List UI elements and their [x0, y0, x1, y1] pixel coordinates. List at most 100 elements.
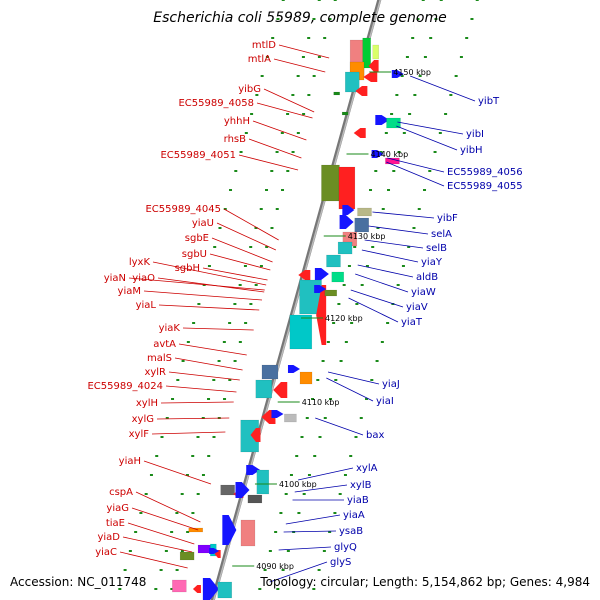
- gene-label-xylb[interactable]: xylB: [350, 480, 372, 491]
- gene-label-yibt[interactable]: yibT: [478, 96, 500, 107]
- track-dot: [217, 360, 221, 362]
- track-dot: [207, 455, 211, 457]
- track-dot: [233, 360, 237, 362]
- gene-label-ec55989_4051[interactable]: EC55989_4051: [160, 150, 236, 161]
- gene-label-yiac[interactable]: yiaC: [95, 547, 117, 558]
- gene-label-yhhh[interactable]: yhhH: [224, 116, 250, 127]
- gene-label-xylh[interactable]: xylH: [136, 398, 158, 409]
- track-dot: [354, 436, 358, 438]
- gene-label-ec55989_4045[interactable]: EC55989_4045: [145, 204, 221, 215]
- track-dot: [428, 170, 432, 172]
- backbone-highlight: [212, 0, 382, 600]
- gene-label-cspa[interactable]: cspA: [109, 487, 133, 498]
- gene-label-yiad[interactable]: yiaD: [97, 532, 120, 543]
- gene-label-ec55989_4055[interactable]: EC55989_4055: [447, 181, 523, 192]
- gene-arrow-reverse: [273, 382, 288, 398]
- track-dot: [417, 208, 421, 210]
- gene-labels[interactable]: mtlD mtlA yibG EC55989_4058 yhhH rhsB EC55989_…: [87, 40, 522, 568]
- track-dot: [302, 493, 306, 495]
- gene-label-glys[interactable]: glyS: [330, 557, 351, 568]
- track-dot: [207, 265, 211, 267]
- gene-label-mtla[interactable]: mtlA: [248, 54, 271, 65]
- gene-label-yiai[interactable]: yiaI: [376, 396, 394, 407]
- gene-label-yiah[interactable]: yiaH: [119, 456, 141, 467]
- gene-label-yiaj[interactable]: yiaJ: [382, 379, 400, 390]
- leader-lines: [119, 44, 476, 583]
- gene-label-yiag[interactable]: yiaG: [106, 503, 129, 514]
- gene-label-ec55989_4056[interactable]: EC55989_4056: [447, 167, 523, 178]
- track-dot: [295, 455, 299, 457]
- gene-feature: [338, 166, 356, 210]
- gene-label-yial[interactable]: yiaL: [136, 300, 157, 311]
- gene-label-yibh[interactable]: yibH: [460, 145, 483, 156]
- gene-label-yiat[interactable]: yiaT: [401, 317, 423, 328]
- gene-arrow-forward: [375, 115, 390, 125]
- track-dot: [223, 398, 227, 400]
- gene-label-sgbu[interactable]: sgbU: [182, 249, 207, 260]
- track-dot: [223, 208, 227, 210]
- leader-line: [355, 273, 409, 293]
- gene-label-glyq[interactable]: glyQ: [334, 542, 357, 553]
- gene-label-yiau[interactable]: yiaU: [192, 218, 214, 229]
- gene-label-sela[interactable]: selA: [431, 229, 452, 240]
- track-dot: [222, 341, 226, 343]
- gene-label-yibf[interactable]: yibF: [437, 213, 458, 224]
- leader-line: [285, 514, 341, 525]
- gene-label-sgbh[interactable]: sgbH: [175, 263, 200, 274]
- gene-label-yiam[interactable]: yiaM: [118, 286, 141, 297]
- gene-label-bax[interactable]: bax: [366, 430, 384, 441]
- track-dot: [229, 189, 233, 191]
- backbone-line: [210, 0, 382, 600]
- gene-label-rhsb[interactable]: rhsB: [224, 134, 246, 145]
- track-dot: [370, 379, 374, 381]
- gene-label-yiaw[interactable]: yiaW: [411, 287, 436, 298]
- gene-label-yibi[interactable]: yibI: [466, 129, 484, 140]
- track-dot: [344, 341, 348, 343]
- track-dot: [301, 56, 305, 58]
- track-dot: [275, 151, 279, 153]
- gene-label-mals[interactable]: malS: [147, 353, 172, 364]
- track-dot: [359, 417, 363, 419]
- track-dot: [201, 474, 205, 476]
- track-dot: [160, 436, 164, 438]
- gene-arrow-reverse: [298, 270, 311, 280]
- track-dot: [258, 588, 262, 590]
- gene-label-aldb[interactable]: aldB: [416, 272, 438, 283]
- gene-label-lyxk[interactable]: lyxK: [129, 257, 151, 268]
- gene-label-yiay[interactable]: yiaY: [421, 257, 443, 268]
- gene-label-yibg[interactable]: yibG: [238, 84, 261, 95]
- gene-label-xylg[interactable]: xylG: [132, 414, 154, 425]
- gene-label-selb[interactable]: selB: [426, 243, 447, 254]
- track-dot: [234, 170, 238, 172]
- track-dot: [286, 170, 290, 172]
- gene-label-ec55989_4058[interactable]: EC55989_4058: [178, 98, 254, 109]
- gene-arrow-forward: [202, 578, 219, 600]
- gene-label-xylf[interactable]: xylF: [129, 429, 150, 440]
- gene-label-yiak[interactable]: yiaK: [159, 323, 181, 334]
- gene-feature: [333, 91, 340, 96]
- gene-label-yian[interactable]: yiaN: [104, 273, 126, 284]
- leader-line: [357, 264, 414, 278]
- gene-label-xylr[interactable]: xylR: [144, 367, 166, 378]
- gene-label-tiae[interactable]: tiaE: [106, 518, 125, 529]
- gene-label-avta[interactable]: avtA: [153, 339, 176, 350]
- gene-label-yiao[interactable]: yiaO: [132, 273, 155, 284]
- gene-label-yiaa[interactable]: yiaA: [343, 510, 365, 521]
- track-dot: [270, 227, 274, 229]
- tick-label: 4130 kbp: [348, 232, 386, 241]
- gene-label-ysab[interactable]: ysaB: [339, 526, 363, 537]
- track-dot: [180, 550, 184, 552]
- gene-label-mtld[interactable]: mtlD: [252, 40, 276, 51]
- track-dot: [154, 588, 158, 590]
- gene-label-ec55989_4024[interactable]: EC55989_4024: [87, 381, 163, 392]
- gene-label-yiab[interactable]: yiaB: [347, 495, 369, 506]
- gene-label-sgbe[interactable]: sgbE: [185, 233, 209, 244]
- track-dot: [259, 208, 263, 210]
- leader-line: [326, 377, 374, 402]
- gene-label-xyla[interactable]: xylA: [356, 463, 378, 474]
- tick-label: 4140 kbp: [371, 150, 409, 159]
- gene-label-yiav[interactable]: yiaV: [406, 302, 428, 313]
- track-dot: [254, 284, 258, 286]
- track-dot: [379, 151, 383, 153]
- track-dot: [159, 569, 163, 571]
